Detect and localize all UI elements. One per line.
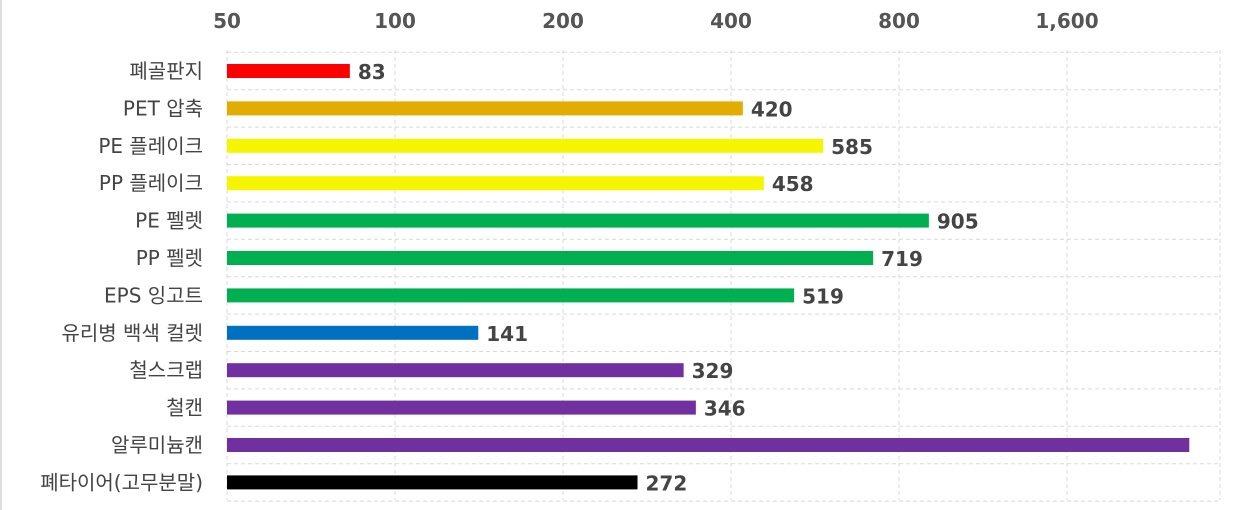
- bar: [227, 363, 684, 378]
- category-label: 폐타이어(고무분말): [40, 470, 203, 494]
- x-tick-label: 400: [710, 9, 752, 33]
- data-label: 905: [937, 210, 979, 234]
- data-label: 329: [692, 359, 734, 383]
- x-tick-label: 50: [213, 9, 241, 33]
- bars: [227, 64, 1190, 490]
- data-label: 83: [358, 60, 386, 84]
- category-label: 유리병 백색 컬렛: [61, 321, 203, 345]
- data-labels: 83 420 585 458 905 719 519 141 329 346 272: [358, 60, 979, 495]
- x-axis-ticks: 50 100 200 400 800 1,600: [213, 9, 1099, 33]
- category-label: EPS 잉고트: [104, 283, 203, 307]
- bar: [227, 101, 743, 116]
- data-label: 519: [802, 284, 844, 308]
- x-tick-label: 200: [542, 9, 584, 33]
- bar: [227, 176, 764, 191]
- data-label: 585: [831, 135, 873, 159]
- category-label: 알루미늄캔: [111, 433, 203, 457]
- category-label: PE 플레이크: [98, 134, 203, 158]
- bar: [227, 138, 824, 153]
- bar: [227, 475, 638, 490]
- data-label: 420: [751, 97, 793, 121]
- bar: [227, 400, 696, 415]
- x-tick-label: 800: [878, 9, 920, 33]
- bar: [227, 438, 1190, 452]
- category-label: PE 펠렛: [135, 209, 203, 233]
- data-label: 458: [772, 172, 814, 196]
- category-labels: 폐골판지 PET 압축 PE 플레이크 PP 플레이크 PE 펠렛 PP 펠렛 EPS 잉고…: [40, 59, 203, 494]
- category-label: PP 플레이크: [99, 171, 203, 195]
- category-label: 철캔: [166, 396, 203, 420]
- bar: [227, 288, 795, 303]
- category-label: PP 펠렛: [136, 246, 203, 270]
- data-label: 719: [881, 247, 923, 271]
- category-label: PET 압축: [123, 96, 203, 120]
- data-label: 346: [704, 397, 746, 421]
- data-label: 141: [486, 322, 528, 346]
- category-label: 철스크랩: [129, 358, 203, 382]
- bar: [227, 64, 350, 78]
- bar: [227, 251, 874, 265]
- bar: [227, 213, 929, 228]
- data-label: 272: [646, 471, 688, 495]
- x-tick-label: 1,600: [1035, 9, 1098, 33]
- grid: [0, 0, 1221, 510]
- category-label: 폐골판지: [129, 59, 203, 83]
- bar: [227, 325, 479, 340]
- x-tick-label: 100: [374, 9, 416, 33]
